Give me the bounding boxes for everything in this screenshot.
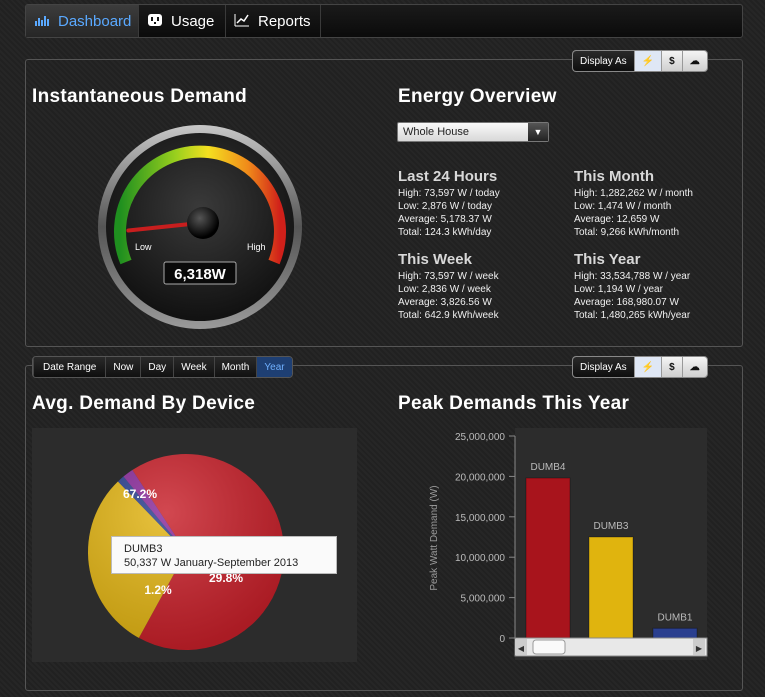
peak-demand-bar-chart: 0 5,000,000 10,000,000 15,000,000 20,000,000… [429, 428, 708, 660]
tooltip-device: DUMB3 [124, 543, 163, 555]
chart-scrollbar[interactable]: ◀ ▶ [514, 637, 708, 657]
overview-panel [25, 59, 743, 347]
stat-year-high: High: 33,534,788 W / year [574, 271, 691, 282]
stat-month-average: Average: 12,659 W [574, 214, 660, 225]
tab-reports[interactable]: Reports [226, 5, 321, 37]
device-select[interactable]: Whole House ▼ [397, 122, 549, 142]
range-year-button[interactable]: Year [256, 357, 292, 377]
stat-year-total: Total: 1,480,265 kWh/year [574, 310, 691, 321]
stat-week-total: Total: 642.9 kWh/week [398, 310, 499, 321]
peak-title: Peak Demands This Year [398, 393, 630, 414]
y-tick-label: 0 [499, 634, 505, 645]
y-tick-label: 15,000,000 [455, 513, 505, 524]
display-energy-button-bottom[interactable]: ⚡ [633, 357, 662, 377]
stat-month-high: High: 1,282,262 W / month [574, 188, 693, 199]
scroll-left-arrow[interactable] [515, 639, 527, 655]
stat-title-year: This Year [574, 251, 641, 268]
display-carbon-button-bottom[interactable]: ☁ [681, 357, 707, 377]
devices-panel [25, 365, 743, 691]
bar-dumb1[interactable] [652, 627, 698, 639]
bar-chart-icon [34, 14, 50, 29]
pie-slice-label: 1.2% [144, 583, 172, 597]
gauge-scale-arc [114, 145, 286, 265]
stat-week-high: High: 73,597 W / week [398, 271, 499, 282]
date-range-group: Date Range Now Day Week Month Year [32, 356, 293, 378]
stat-24h-high: High: 73,597 W / today [398, 188, 500, 199]
line-chart-icon [234, 13, 250, 30]
stat-month-total: Total: 9,266 kWh/month [574, 227, 680, 238]
y-tick-label: 10,000,000 [455, 553, 505, 564]
display-as-label-bottom: Display As [573, 357, 634, 377]
stat-week-average: Average: 3,826.56 W [398, 297, 492, 308]
display-cost-button[interactable]: $ [661, 51, 682, 71]
stat-24h-low: Low: 2,876 W / today [398, 201, 492, 212]
gauge-readout-box [163, 261, 237, 285]
tooltip-value: 50,337 W January-September 2013 [124, 557, 299, 569]
bar-dumb3[interactable] [588, 536, 634, 639]
display-carbon-button[interactable]: ☁ [681, 51, 707, 71]
stat-week-low: Low: 2,836 W / week [398, 284, 491, 295]
scroll-left-icon: ◀ [518, 644, 525, 653]
tab-dashboard[interactable]: Dashboard [26, 5, 139, 37]
stat-title-24h: Last 24 Hours [398, 168, 498, 185]
y-tick-label: 25,000,000 [455, 432, 505, 443]
gauge-readout-value: 6,318W [174, 266, 227, 283]
gauge-hub [187, 207, 219, 239]
pie-slice-label: 29.8% [209, 571, 243, 585]
stat-title-month: This Month [574, 168, 654, 185]
display-as-label: Display As [573, 51, 634, 71]
bar-category-label: DUMB3 [593, 521, 628, 532]
pie-slice-label: 67.2% [123, 487, 157, 501]
tab-usage[interactable]: Usage [139, 5, 226, 37]
display-cost-button-bottom[interactable]: $ [661, 357, 682, 377]
demand-gauge: Low High 6,318W [98, 125, 302, 329]
range-month-button[interactable]: Month [213, 357, 257, 377]
scroll-right-icon: ▶ [696, 644, 703, 653]
stat-year-average: Average: 168,980.07 W [574, 297, 679, 308]
scroll-right-arrow[interactable] [693, 639, 705, 655]
stat-24h-total: Total: 124.3 kWh/day [398, 227, 492, 238]
range-now-button[interactable]: Now [105, 357, 140, 377]
outlet-icon [147, 13, 163, 30]
range-week-button[interactable]: Week [173, 357, 213, 377]
instantaneous-title: Instantaneous Demand [32, 86, 248, 107]
pie-tooltip: DUMB3 50,337 W January-September 2013 [111, 536, 337, 574]
display-energy-button[interactable]: ⚡ [633, 51, 662, 71]
tab-dashboard-label: Dashboard [58, 12, 132, 30]
tab-reports-label: Reports [258, 12, 311, 30]
stat-24h-average: Average: 5,178.37 W [398, 214, 492, 225]
range-day-button[interactable]: Day [140, 357, 173, 377]
stat-month-low: Low: 1,474 W / month [574, 201, 672, 212]
stat-year-low: Low: 1,194 W / year [574, 284, 663, 295]
display-as-top: Display As ⚡ $ ☁ [572, 50, 708, 72]
gauge-low-label: Low [135, 242, 152, 252]
avg-demand-title: Avg. Demand By Device [32, 393, 256, 414]
bar-category-label: DUMB1 [657, 612, 692, 623]
device-select-value: Whole House [403, 126, 470, 138]
y-tick-label: 20,000,000 [455, 472, 505, 483]
chevron-down-icon: ▼ [528, 123, 548, 141]
overview-title: Energy Overview [398, 86, 557, 107]
tab-usage-label: Usage [171, 12, 215, 30]
date-range-label: Date Range [33, 357, 106, 377]
stat-title-week: This Week [398, 251, 472, 268]
gauge-high-label: High [247, 242, 266, 252]
bar-dumb4[interactable] [525, 477, 571, 639]
bar-category-label: DUMB4 [530, 462, 565, 473]
y-tick-label: 5,000,000 [461, 594, 506, 605]
display-as-bottom: Display As ⚡ $ ☁ [572, 356, 708, 378]
y-axis-label: Peak Watt Demand (W) [429, 485, 440, 590]
scroll-thumb[interactable] [532, 639, 566, 655]
top-nav: Dashboard Usage Reports [25, 4, 743, 38]
